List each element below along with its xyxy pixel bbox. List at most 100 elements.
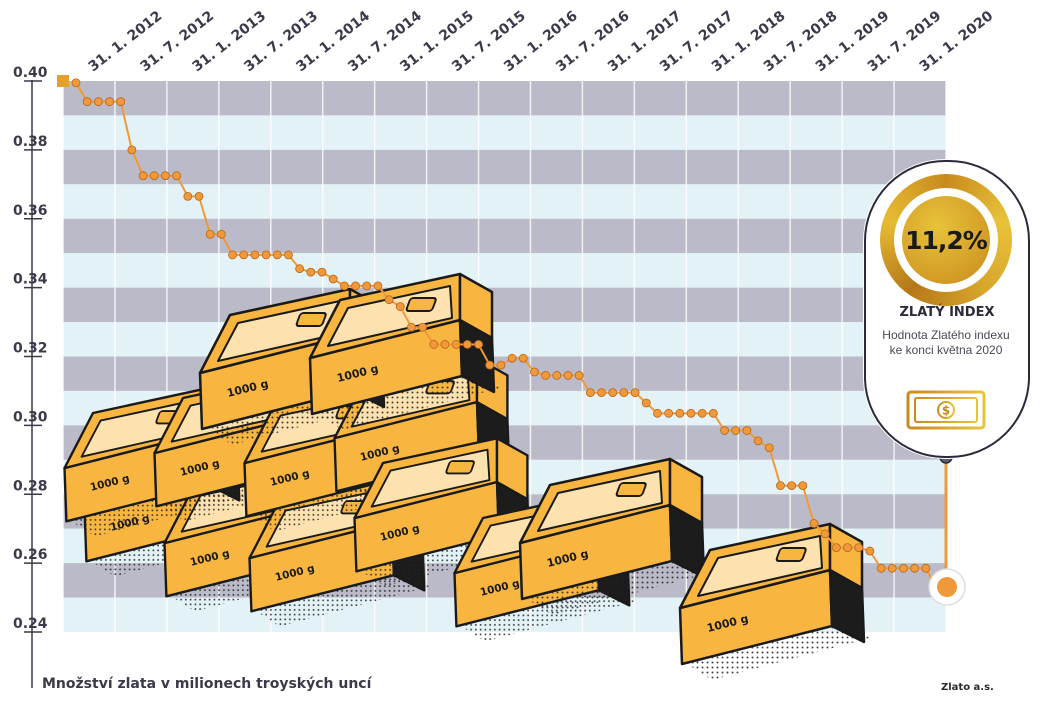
data-point bbox=[608, 388, 618, 398]
data-point bbox=[518, 353, 528, 363]
data-point bbox=[351, 281, 360, 291]
end-point-marker bbox=[937, 577, 957, 597]
data-point bbox=[82, 97, 92, 107]
badge-description: Hodnota Zlatého indexu ke konci května 2… bbox=[882, 328, 1010, 357]
data-point bbox=[541, 371, 551, 380]
data-point bbox=[708, 408, 718, 418]
gold-bar: 1000 g bbox=[353, 437, 535, 587]
data-point bbox=[910, 563, 920, 573]
data-point bbox=[865, 546, 875, 556]
data-point bbox=[720, 426, 729, 435]
data-point bbox=[787, 481, 797, 491]
percent-ring: 11,2% bbox=[880, 174, 1012, 306]
data-point bbox=[138, 171, 148, 181]
data-point bbox=[317, 267, 327, 277]
data-point bbox=[172, 171, 182, 181]
data-point bbox=[373, 281, 383, 291]
y-tick-label: 0.28 bbox=[13, 478, 48, 494]
gold-bar: 1000 g bbox=[308, 272, 500, 430]
svg-text:$: $ bbox=[942, 404, 950, 418]
data-point bbox=[71, 78, 81, 88]
data-point bbox=[216, 229, 226, 239]
data-point bbox=[507, 353, 517, 363]
data-point bbox=[619, 388, 629, 398]
plot-band bbox=[63, 81, 946, 116]
data-point bbox=[384, 295, 394, 305]
data-point bbox=[764, 443, 774, 453]
data-point bbox=[831, 543, 841, 553]
plot-band bbox=[63, 115, 946, 150]
data-point bbox=[653, 408, 662, 418]
y-tick-label: 0.40 bbox=[13, 65, 48, 81]
data-point bbox=[284, 250, 293, 260]
gold-bar: 1000 g bbox=[678, 522, 870, 680]
data-point bbox=[753, 436, 763, 446]
zlaty-index-badge: 11,2% ZLATÝ INDEX Hodnota Zlatého indexu… bbox=[864, 160, 1030, 458]
data-point bbox=[731, 426, 741, 435]
data-point bbox=[161, 171, 170, 181]
data-point bbox=[116, 97, 126, 107]
data-point bbox=[887, 563, 897, 573]
data-point bbox=[328, 274, 338, 284]
y-axis: 0.24 0.26 0.28 0.30 0.32 0.34 0.36 0.38 0.40 bbox=[13, 65, 69, 688]
data-point bbox=[362, 281, 372, 291]
plot-band bbox=[63, 184, 946, 219]
data-point bbox=[686, 408, 696, 418]
data-point bbox=[306, 267, 316, 277]
data-point bbox=[183, 191, 193, 201]
data-point bbox=[418, 322, 428, 332]
data-point bbox=[798, 481, 808, 491]
data-point bbox=[127, 145, 137, 155]
y-tick-label: 0.36 bbox=[13, 203, 48, 219]
data-point bbox=[899, 563, 908, 573]
data-point bbox=[597, 388, 606, 398]
plot-band bbox=[63, 322, 946, 357]
data-point bbox=[261, 250, 271, 260]
data-point bbox=[809, 519, 819, 528]
badge-title: ZLATÝ INDEX bbox=[899, 305, 995, 320]
data-point bbox=[194, 191, 204, 201]
plot-band bbox=[63, 149, 946, 185]
data-point bbox=[776, 481, 785, 491]
data-point bbox=[630, 388, 640, 398]
source-label: Zlato a.s. bbox=[941, 682, 994, 693]
data-point bbox=[641, 398, 651, 408]
data-point bbox=[876, 563, 886, 573]
data-point bbox=[742, 426, 752, 435]
data-point bbox=[921, 563, 931, 573]
data-point bbox=[574, 371, 584, 380]
index-percent: 11,2% bbox=[905, 225, 988, 255]
y-tick-label: 0.34 bbox=[13, 272, 48, 288]
data-point bbox=[664, 408, 674, 418]
data-point bbox=[440, 340, 450, 349]
data-point bbox=[474, 340, 483, 349]
data-point bbox=[228, 250, 237, 260]
data-point bbox=[675, 408, 685, 418]
data-point bbox=[295, 264, 305, 274]
data-point bbox=[407, 322, 416, 332]
data-point bbox=[820, 529, 830, 539]
y-tick-label: 0.32 bbox=[13, 341, 48, 357]
data-point bbox=[149, 171, 159, 181]
data-point bbox=[105, 97, 114, 107]
y-tick-label: 0.38 bbox=[13, 134, 48, 150]
money-icon: $ bbox=[906, 390, 986, 430]
data-point bbox=[451, 340, 461, 349]
data-point bbox=[563, 371, 573, 380]
plot-band bbox=[63, 287, 946, 323]
y-tick-label: 0.30 bbox=[13, 409, 48, 425]
y-tick-label: 0.26 bbox=[13, 547, 48, 563]
data-point bbox=[530, 367, 539, 377]
data-point bbox=[462, 340, 472, 349]
data-point bbox=[272, 250, 282, 260]
data-point bbox=[552, 371, 562, 380]
data-point bbox=[843, 543, 852, 553]
data-point bbox=[496, 360, 506, 370]
data-point bbox=[585, 388, 595, 398]
y-axis-label: Množství zlata v milionech troyských unc… bbox=[42, 676, 372, 692]
data-point bbox=[395, 302, 405, 311]
series-line bbox=[71, 78, 942, 594]
data-point bbox=[429, 340, 439, 349]
